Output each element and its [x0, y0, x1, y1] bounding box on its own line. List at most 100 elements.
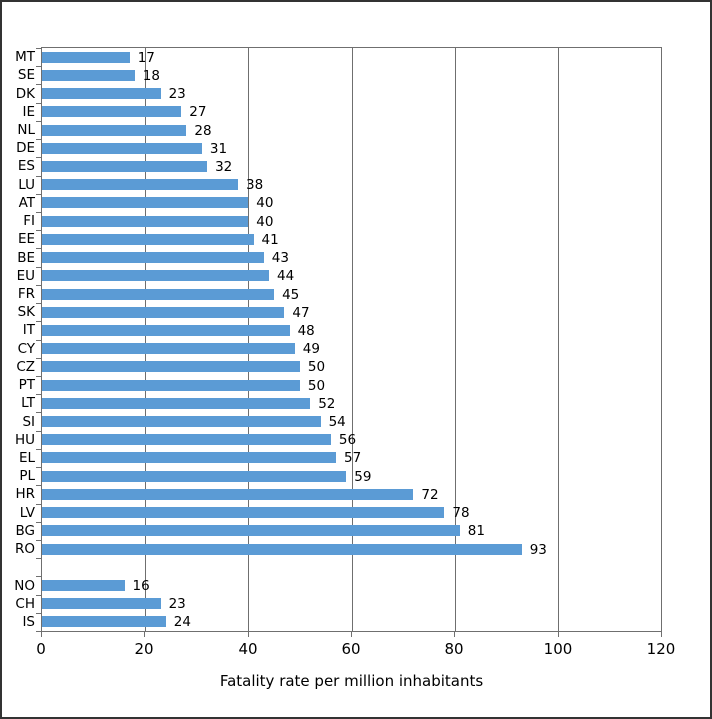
gridline-x-40 — [248, 48, 249, 631]
y-axis-tick — [36, 412, 41, 414]
value-label-IT: 48 — [297, 322, 315, 339]
value-label-CY: 49 — [302, 341, 320, 358]
category-label-LV: LV — [19, 504, 35, 521]
y-axis-tick — [36, 139, 41, 141]
y-axis-tick — [36, 339, 41, 341]
bar-FI — [42, 215, 249, 227]
category-label-LT: LT — [21, 395, 35, 412]
y-axis-tick — [36, 175, 41, 177]
value-label-BE: 43 — [271, 250, 289, 266]
x-axis-tick-60 — [351, 632, 352, 637]
y-axis-tick — [36, 430, 41, 432]
gridline-x-20 — [145, 48, 146, 631]
category-label-EL: EL — [18, 449, 35, 466]
x-axis-tick-label-0: 0 — [36, 640, 46, 658]
category-label-SK: SK — [17, 304, 35, 321]
value-label-SI: 54 — [328, 414, 346, 430]
value-label-NO: 16 — [132, 578, 150, 594]
value-label-NL: 28 — [194, 122, 212, 139]
bar-EE — [42, 233, 254, 245]
plot-area: 17 18 23 27 28 31 32 38 40 40 41 43 44 45 47 48 49 50 50 52… — [41, 47, 662, 632]
category-label-ES: ES — [17, 158, 35, 175]
y-axis-tick — [36, 576, 41, 578]
x-axis-tick-label-120: 120 — [646, 640, 676, 658]
value-label-FI: 40 — [256, 213, 274, 230]
bar-BE — [42, 252, 264, 263]
bar-IS — [42, 616, 166, 628]
value-label-EE: 41 — [261, 231, 279, 248]
bar-DK — [42, 88, 161, 99]
bar-SE — [42, 69, 135, 81]
bar-FR — [42, 288, 275, 300]
y-axis-tick — [36, 84, 41, 86]
category-label-EU: EU — [16, 267, 35, 284]
value-label-HU: 56 — [338, 432, 357, 449]
category-label-CH: CH — [15, 595, 35, 612]
category-label-RO: RO — [14, 541, 35, 557]
category-label-DK: DK — [15, 85, 35, 102]
bar-AT — [42, 197, 249, 209]
category-label-AT: AT — [18, 194, 35, 211]
y-axis-tick — [36, 448, 41, 450]
x-axis-tick-100 — [558, 632, 559, 637]
category-label-MT: MT — [15, 49, 35, 66]
category-label-IS: IS — [22, 613, 35, 630]
value-label-DE: 31 — [209, 140, 228, 157]
y-axis-tick — [36, 321, 41, 323]
bar-HR — [42, 488, 414, 500]
y-axis-tick — [36, 357, 41, 359]
value-label-SE: 18 — [142, 67, 160, 84]
category-label-PT: PT — [18, 377, 35, 393]
y-axis-tick — [36, 612, 41, 614]
x-axis-tick-label-100: 100 — [543, 640, 573, 658]
x-axis-tick-40 — [248, 632, 249, 637]
gridline-x-60 — [352, 48, 353, 631]
y-axis-tick — [36, 631, 41, 632]
category-label-HR: HR — [15, 486, 35, 503]
y-axis-tick — [36, 503, 41, 505]
gridline-x-80 — [455, 48, 456, 631]
y-axis-tick — [36, 284, 41, 286]
y-axis-tick — [36, 375, 41, 377]
y-axis-tick — [36, 66, 41, 68]
x-axis-tick-label-40: 40 — [238, 640, 258, 658]
bar-IT — [42, 324, 290, 336]
x-axis-tick-20 — [144, 632, 145, 637]
category-label-SI: SI — [22, 413, 35, 430]
y-axis-tick — [36, 467, 41, 468]
value-label-FR: 45 — [282, 286, 300, 303]
value-label-RO: 93 — [529, 541, 547, 558]
bar-EL — [42, 452, 336, 464]
bar-LT — [42, 397, 311, 409]
y-axis-tick — [36, 248, 41, 250]
x-axis-tick-120 — [661, 632, 662, 637]
value-label-LT: 52 — [318, 395, 336, 412]
bar-BG — [42, 525, 460, 537]
y-axis-tick — [36, 394, 41, 396]
y-axis-tick — [36, 303, 41, 305]
bar-PL — [42, 470, 347, 482]
value-label-PT: 50 — [307, 377, 326, 394]
category-label-NO: NO — [14, 577, 35, 594]
bar-LV — [42, 507, 445, 519]
value-label-IE: 27 — [189, 104, 207, 121]
bar-LU — [42, 179, 238, 191]
bar-SK — [42, 306, 285, 318]
bar-ES — [42, 160, 208, 172]
bar-HU — [42, 434, 331, 446]
value-label-EL: 57 — [344, 450, 362, 467]
category-label-LU: LU — [18, 176, 35, 193]
category-label-BE: BE — [17, 249, 35, 266]
x-axis-tick-0 — [41, 632, 42, 637]
y-axis-tick — [36, 193, 41, 195]
x-axis-tick-label-20: 20 — [134, 640, 154, 658]
y-axis-tick — [36, 521, 41, 523]
category-label-DE: DE — [16, 140, 35, 157]
value-label-SK: 47 — [292, 304, 310, 321]
x-axis-tick-label-80: 80 — [444, 640, 464, 658]
category-label-CZ: CZ — [16, 358, 35, 375]
value-label-LU: 38 — [246, 177, 264, 194]
y-axis-tick — [36, 157, 41, 159]
bar-SI — [42, 416, 321, 427]
